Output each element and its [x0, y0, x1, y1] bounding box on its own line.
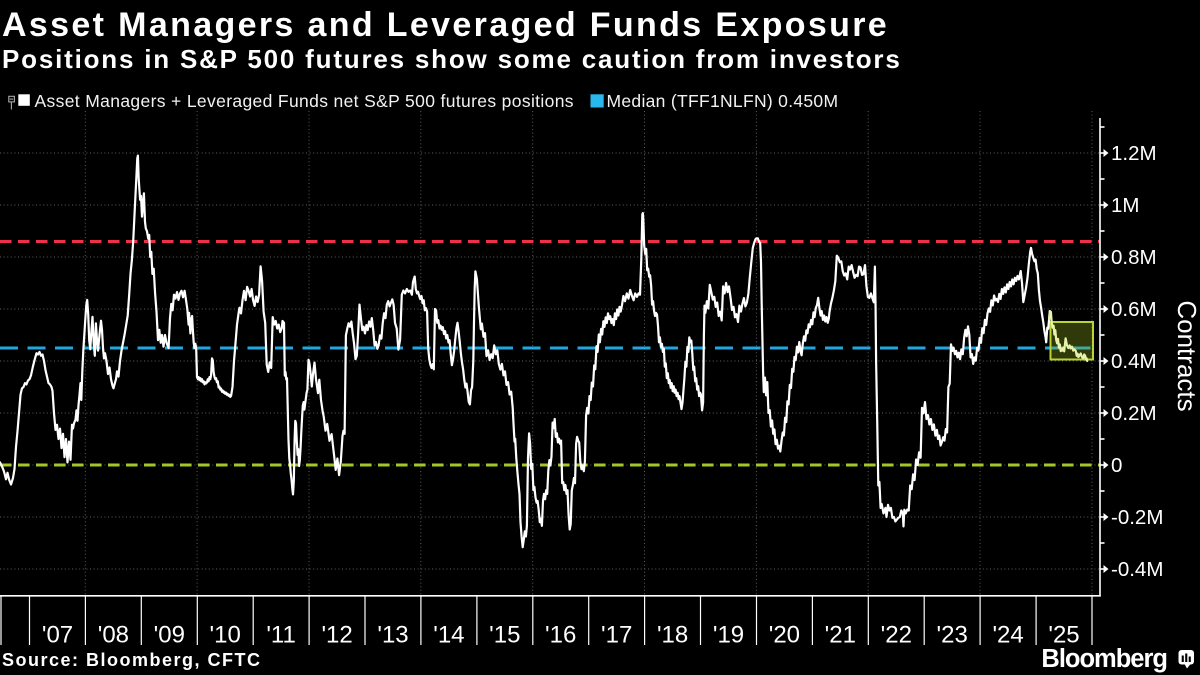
svg-text:'16: '16 [545, 622, 576, 649]
svg-text:'25: '25 [1048, 622, 1079, 649]
svg-text:1.2M: 1.2M [1111, 142, 1157, 165]
svg-text:-0.4M: -0.4M [1111, 558, 1163, 581]
svg-text:0.6M: 0.6M [1111, 298, 1157, 321]
svg-text:'17: '17 [601, 622, 632, 649]
svg-text:'24: '24 [992, 622, 1023, 649]
svg-text:0: 0 [1111, 454, 1122, 477]
svg-text:Bloomberg: Bloomberg [1041, 645, 1167, 673]
svg-text:Asset Managers and Leveraged F: Asset Managers and Leveraged Funds Expos… [2, 6, 889, 44]
svg-text:'09: '09 [154, 622, 185, 649]
svg-text:0.8M: 0.8M [1111, 246, 1157, 269]
svg-text:0.2M: 0.2M [1111, 402, 1157, 425]
svg-text:Contracts: Contracts [1172, 300, 1200, 411]
svg-text:'20: '20 [769, 622, 800, 649]
svg-text:'07: '07 [42, 622, 73, 649]
svg-text:0.4M: 0.4M [1111, 350, 1157, 373]
svg-text:'14: '14 [433, 622, 464, 649]
svg-text:'18: '18 [657, 622, 688, 649]
svg-text:Asset Managers + Leveraged Fun: Asset Managers + Leveraged Funds net S&P… [35, 91, 574, 111]
svg-text:'12: '12 [321, 622, 352, 649]
svg-text:'11: '11 [266, 622, 296, 649]
svg-text:Positions in S&P 500 futures s: Positions in S&P 500 futures show some c… [2, 44, 902, 74]
svg-text:Median (TFF1NLFN) 0.450M: Median (TFF1NLFN) 0.450M [607, 91, 839, 111]
svg-text:'08: '08 [98, 622, 129, 649]
svg-text:1M: 1M [1111, 194, 1139, 217]
svg-text:'22: '22 [881, 622, 912, 649]
svg-text:'23: '23 [937, 622, 968, 649]
svg-text:'13: '13 [377, 622, 408, 649]
svg-text:Source: Bloomberg, CFTC: Source: Bloomberg, CFTC [2, 650, 262, 670]
svg-text:'19: '19 [713, 622, 744, 649]
svg-text:'15: '15 [489, 622, 520, 649]
svg-text:-0.2M: -0.2M [1111, 506, 1163, 529]
svg-text:'10: '10 [210, 622, 241, 649]
svg-text:'21: '21 [825, 622, 856, 649]
